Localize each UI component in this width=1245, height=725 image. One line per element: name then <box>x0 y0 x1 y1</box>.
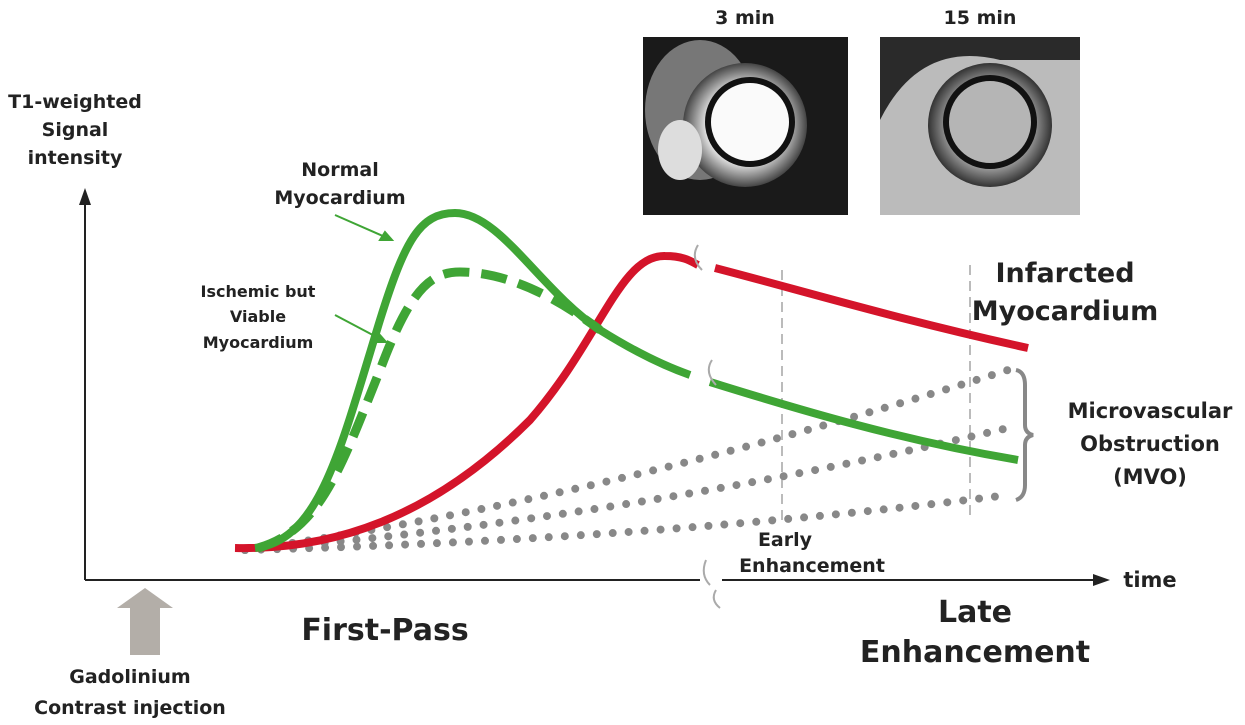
curve-label: Viable <box>230 307 286 326</box>
diagram: 3 min 15 min T1-weighted Signal intensit… <box>0 0 1245 725</box>
y-arrow <box>79 188 91 205</box>
break-mark <box>695 245 716 385</box>
phase-label: Late <box>938 595 1012 630</box>
y-axis-label: Signal <box>42 119 109 141</box>
mri-3min <box>643 37 848 215</box>
curve-label: Obstruction <box>1080 432 1220 456</box>
normal-curve <box>255 213 690 548</box>
injection-label: Contrast injection <box>34 697 226 719</box>
x-arrow <box>1093 574 1110 586</box>
mri-15min <box>880 37 1080 215</box>
curve-label: (MVO) <box>1113 465 1187 489</box>
y-axis-label: intensity <box>28 147 123 169</box>
y-axis-label: T1-weighted <box>8 91 142 113</box>
x-axis-label: time <box>1123 568 1176 592</box>
pointers <box>335 215 392 342</box>
curve-label: Normal <box>301 159 378 181</box>
curve-label: Microvascular <box>1068 399 1233 423</box>
curve-label: Myocardium <box>203 333 314 352</box>
image-label: 3 min <box>715 7 775 29</box>
injection-arrow <box>117 588 173 655</box>
phase-label: Enhancement <box>860 635 1090 670</box>
curve-label: Myocardium <box>274 187 405 209</box>
mvo-brace <box>1016 370 1033 500</box>
marker-label: Enhancement <box>739 555 885 577</box>
curve-label: Infarcted <box>995 258 1134 289</box>
phase-label: First-Pass <box>301 613 468 648</box>
curve-label: Ischemic but <box>201 282 316 301</box>
injection-label: Gadolinium <box>69 666 190 688</box>
image-label: 15 min <box>944 7 1017 29</box>
normal-curve <box>710 382 1018 460</box>
marker-label: Early <box>758 529 813 551</box>
curve-label: Myocardium <box>972 296 1159 327</box>
